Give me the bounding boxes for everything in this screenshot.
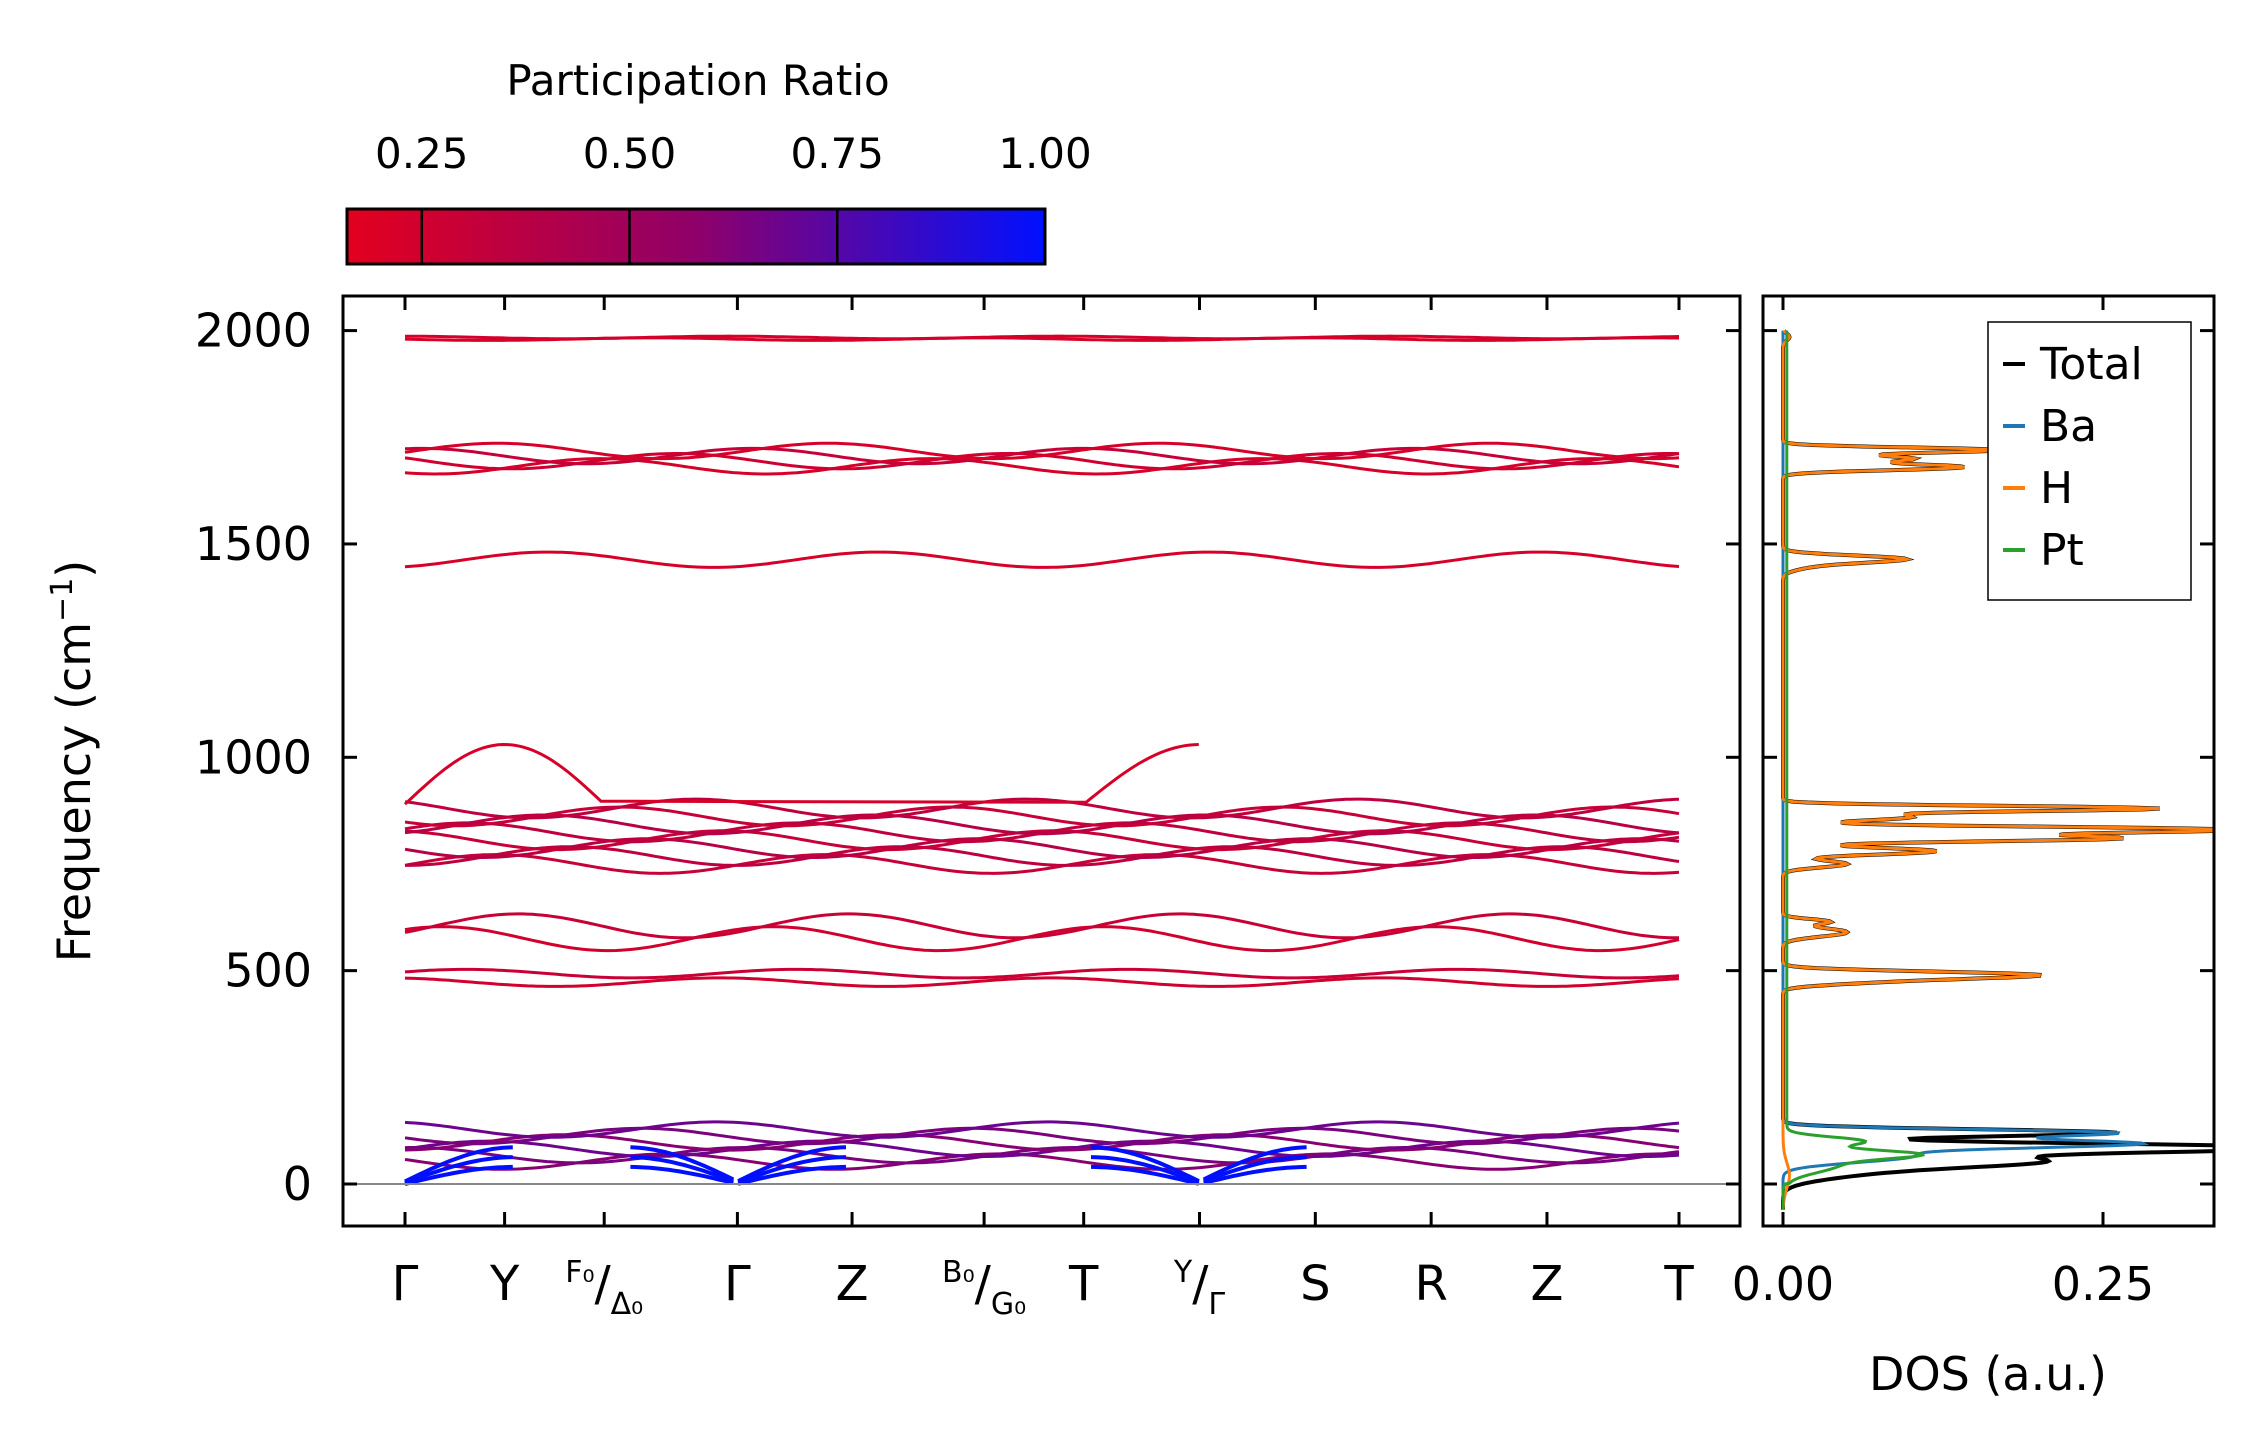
dos-curves xyxy=(1781,329,2214,1210)
colorbar-tick-label: 0.50 xyxy=(583,129,677,178)
band-Y-hump xyxy=(403,742,1199,806)
band-Ba-Pt xyxy=(404,1139,1680,1158)
band-H-800 xyxy=(404,829,1680,852)
colorbar-tick-label: 0.75 xyxy=(791,129,885,178)
x-tick-label: Y/Γ xyxy=(1173,1255,1226,1322)
dos-series-h xyxy=(1781,329,2214,1210)
dos-axis-ticks: 0.00 0.25 xyxy=(1732,296,2214,1311)
acoustic-band xyxy=(630,1145,735,1182)
y-tick-label: 1000 xyxy=(195,730,312,784)
colorbar-ticks: 0.25 0.50 0.75 1.00 xyxy=(375,129,1092,264)
colorbar-tick-label: 1.00 xyxy=(998,129,1092,178)
acoustic-band xyxy=(737,1164,847,1186)
band-structure-panel: 0 500 1000 1500 2000 Γ Y F₀/Δ₀ Γ Z B₀/G₀ T Y/Γ S R Z T F… xyxy=(45,294,1742,1322)
band-H-1450 xyxy=(404,550,1680,569)
x-tick-label: B₀/G₀ xyxy=(942,1255,1026,1322)
acoustic-band xyxy=(1203,1155,1307,1184)
acoustic-band xyxy=(1090,1155,1200,1185)
x-tick-label: T xyxy=(1663,1256,1694,1312)
legend-label-ba: Ba xyxy=(2040,401,2097,452)
colorbar-label: Participation Ratio xyxy=(506,56,889,105)
colorbar-gradient xyxy=(345,207,1047,266)
acoustic-band xyxy=(1202,1145,1307,1182)
dos-x-axis-label: DOS (a.u.) xyxy=(1869,1347,2107,1401)
x-tick-label: Γ xyxy=(392,1256,419,1312)
y-axis-label: Frequency (cm−1) xyxy=(45,560,101,963)
y-tick-label: 0 xyxy=(283,1157,312,1211)
acoustic-band xyxy=(630,1155,734,1184)
legend: Total Ba H Pt xyxy=(1987,321,2192,601)
dos-panel: 0.00 0.25 DOS (a.u.) Total Ba H Pt xyxy=(1732,294,2216,1401)
phonon-bands xyxy=(403,334,1680,1186)
acoustic-band xyxy=(404,1164,513,1186)
acoustic-band xyxy=(1203,1164,1307,1185)
legend-label-total: Total xyxy=(2039,339,2143,390)
band-H-600 xyxy=(404,912,1679,940)
band-H-480 xyxy=(404,976,1680,988)
acoustic-band xyxy=(630,1164,734,1185)
x-tick-label: Z xyxy=(1531,1256,1564,1312)
x-tick-label: T xyxy=(1068,1256,1099,1312)
colorbar: Participation Ratio 0.25 0.50 0.75 1.00 xyxy=(345,56,1092,266)
x-tick-label: F₀/Δ₀ xyxy=(565,1255,643,1322)
acoustic-band xyxy=(404,1145,513,1184)
legend-label-pt: Pt xyxy=(2040,525,2084,576)
colorbar-tick-label: 0.25 xyxy=(375,129,469,178)
y-tick-label: 500 xyxy=(224,944,312,998)
x-tick-label: Y xyxy=(489,1256,520,1312)
x-tick-label: Z xyxy=(836,1256,869,1312)
acoustic-band xyxy=(737,1155,847,1185)
legend-label-h: H xyxy=(2040,463,2073,514)
band-H-480 xyxy=(404,967,1680,980)
band-H-upper xyxy=(404,441,1680,461)
band-H-stretch xyxy=(405,334,1680,341)
acoustic-band xyxy=(1090,1145,1200,1183)
y-tick-label: 1500 xyxy=(195,517,312,571)
band-Ba-Pt xyxy=(404,1120,1680,1139)
band-H-800 xyxy=(404,813,1680,836)
dos-series-pt xyxy=(1781,330,1926,1210)
acoustic-band xyxy=(737,1145,847,1183)
band-Ba-Pt xyxy=(404,1126,1680,1146)
x-tick-label: R xyxy=(1414,1256,1447,1312)
x-tick-label: S xyxy=(1300,1256,1330,1312)
acoustic-band xyxy=(404,1155,513,1185)
dos-axes-frame xyxy=(1761,294,2216,1228)
band-H-600 xyxy=(404,925,1680,953)
band-Ba-Pt xyxy=(404,1152,1680,1171)
band-axis-ticks: 0 500 1000 1500 2000 Γ Y F₀/Δ₀ Γ Z B₀/G₀ T Y/Γ S R Z T xyxy=(195,296,1740,1322)
x-tick-label: Γ xyxy=(724,1256,751,1312)
y-tick-label: 2000 xyxy=(195,304,312,358)
dos-x-tick-label: 0.25 xyxy=(2052,1257,2154,1311)
band-H-800 xyxy=(404,797,1680,820)
band-H-800 xyxy=(404,853,1680,875)
dos-x-tick-label: 0.00 xyxy=(1732,1257,1834,1311)
band-H-upper xyxy=(404,446,1680,466)
band-axes-frame xyxy=(341,294,1742,1228)
legend-frame xyxy=(1987,321,2192,601)
acoustic-band xyxy=(1090,1164,1200,1186)
